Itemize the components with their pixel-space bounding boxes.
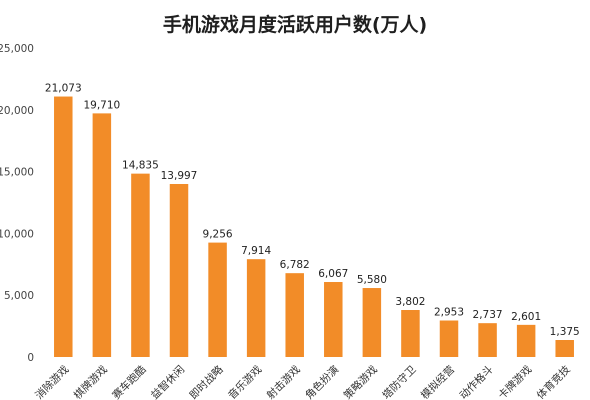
x-tick-label: 赛车跑酷 (110, 363, 149, 400)
y-tick-label: 20,000 (0, 105, 34, 117)
x-axis: 消除游戏 棋牌游戏 赛车跑酷 益智休闲 即时战略 音乐游戏 射击游戏 角色扮演 策略游戏 塔防守卫… (33, 363, 574, 400)
data-label: 1,375 (550, 326, 580, 338)
data-label: 3,802 (395, 296, 425, 308)
bar (401, 310, 420, 357)
data-label: 14,835 (122, 160, 159, 172)
data-label: 6,782 (280, 259, 310, 271)
bar (324, 282, 343, 357)
data-label: 2,601 (511, 311, 541, 323)
data-label: 19,710 (83, 99, 120, 111)
y-tick-label: 15,000 (0, 167, 34, 179)
x-tick-label: 动作格斗 (457, 363, 496, 400)
y-tick-label: 0 (27, 352, 34, 364)
x-tick-label: 消除游戏 (33, 363, 72, 400)
data-label: 13,997 (161, 170, 198, 182)
y-tick-label: 10,000 (0, 228, 34, 240)
x-tick-label: 音乐游戏 (225, 363, 264, 400)
data-label: 9,256 (203, 229, 233, 241)
data-label: 5,580 (357, 274, 387, 286)
bar (362, 288, 382, 357)
x-tick-label: 棋牌游戏 (71, 363, 110, 400)
x-tick-label: 角色扮演 (303, 363, 342, 400)
bar (478, 323, 497, 357)
bar (246, 259, 266, 357)
bar (439, 320, 459, 357)
x-tick-label: 策略游戏 (341, 363, 380, 400)
x-tick-label: 模拟经营 (418, 363, 457, 400)
bar (92, 113, 112, 357)
x-tick-label: 卡牌游戏 (495, 363, 534, 400)
data-label: 2,953 (434, 307, 464, 319)
x-tick-label: 益智休闲 (148, 363, 187, 400)
chart-title: 手机游戏月度活跃用户数(万人) (162, 14, 428, 36)
bar (516, 324, 536, 357)
x-tick-label: 射击游戏 (264, 363, 303, 400)
data-label: 6,067 (318, 268, 348, 280)
bar (285, 273, 304, 357)
y-tick-label: 5,000 (4, 290, 34, 302)
y-tick-label: 25,000 (0, 43, 34, 55)
bar (131, 173, 150, 357)
x-tick-label: 体育竞技 (534, 363, 573, 400)
bar (169, 183, 189, 357)
x-tick-label: 即时战略 (187, 363, 226, 400)
data-label: 2,737 (473, 309, 503, 321)
bar (54, 96, 73, 357)
bar (208, 242, 227, 357)
data-label: 21,073 (45, 83, 82, 95)
x-tick-label: 塔防守卫 (380, 363, 419, 400)
y-axis: 0 5,000 10,000 15,000 20,000 25,000 (0, 43, 34, 364)
bars-group (54, 96, 574, 357)
data-label: 7,914 (241, 245, 271, 257)
bar (555, 340, 574, 357)
